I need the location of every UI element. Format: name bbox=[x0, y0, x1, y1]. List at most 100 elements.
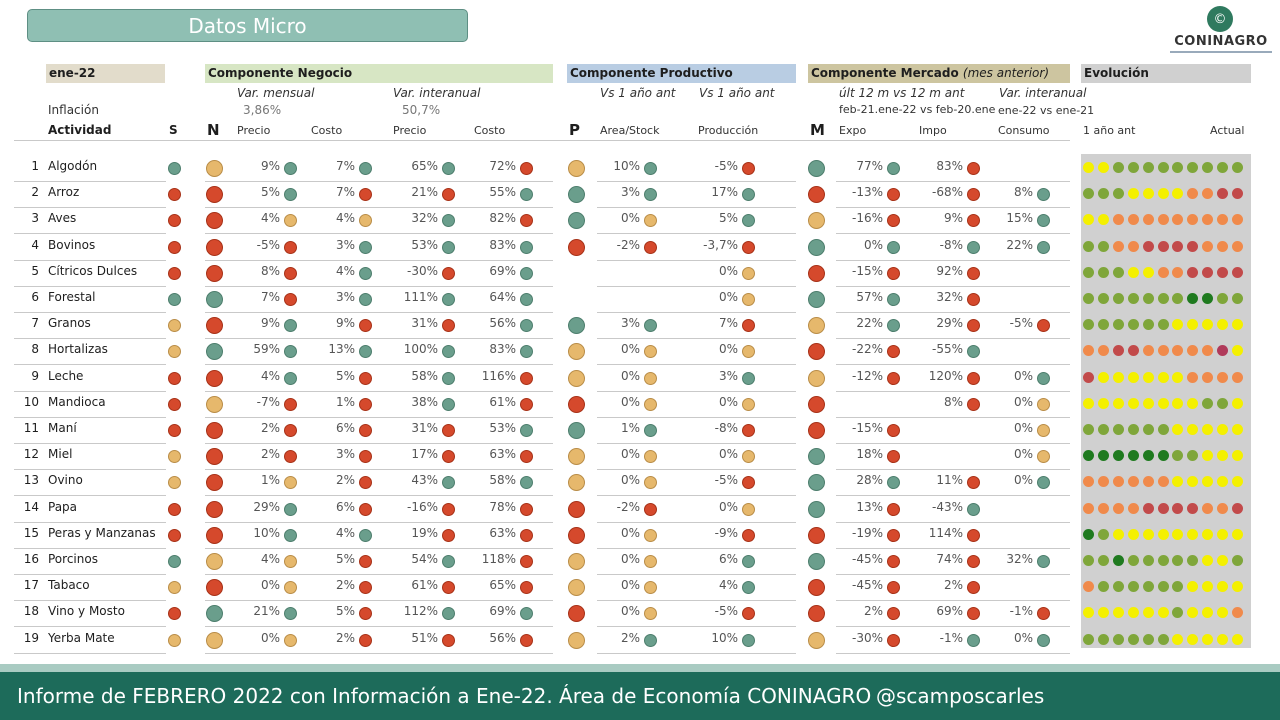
s-indicator bbox=[168, 318, 181, 332]
row-divider bbox=[205, 469, 553, 470]
p-indicator bbox=[568, 395, 585, 413]
negocio-value-indicator bbox=[284, 240, 297, 254]
negocio-value-indicator bbox=[442, 292, 455, 306]
row-number: 1 bbox=[31, 159, 39, 173]
evolucion-dot bbox=[1127, 293, 1139, 304]
productivo-value: 0% bbox=[620, 342, 640, 356]
evolucion-dot bbox=[1232, 162, 1243, 173]
evolucion-dot bbox=[1083, 345, 1094, 356]
row-number: 17 bbox=[23, 578, 39, 592]
row-divider bbox=[14, 548, 166, 549]
s-indicator bbox=[168, 397, 181, 411]
row-divider bbox=[14, 207, 166, 208]
productivo-value: 0% bbox=[620, 447, 640, 461]
evolucion-dot bbox=[1202, 372, 1214, 383]
evolucion-dot bbox=[1083, 293, 1094, 304]
negocio-value-indicator bbox=[520, 580, 533, 594]
evolucion-dot bbox=[1172, 476, 1184, 487]
row-divider bbox=[14, 233, 166, 234]
evolucion-dot bbox=[1097, 424, 1109, 435]
row-divider bbox=[205, 653, 553, 654]
productivo-value-indicator bbox=[644, 580, 657, 594]
row-divider bbox=[205, 364, 553, 365]
evolucion-dot bbox=[1157, 267, 1169, 278]
row-number: 14 bbox=[23, 500, 39, 514]
mercado-value: 8% bbox=[1013, 185, 1033, 199]
evolucion-dot bbox=[1142, 450, 1154, 461]
productivo-value-indicator bbox=[742, 633, 755, 647]
mercado-value-indicator bbox=[967, 397, 980, 411]
mercado-value-indicator bbox=[887, 344, 900, 358]
evolucion-dot bbox=[1112, 372, 1124, 383]
evolucion-dot bbox=[1172, 319, 1184, 330]
negocio-value-indicator bbox=[442, 266, 455, 280]
col-precio: Precio bbox=[237, 124, 271, 137]
col-expo: Expo bbox=[839, 124, 867, 137]
negocio-value: 83% bbox=[489, 238, 516, 252]
row-divider bbox=[836, 495, 1070, 496]
mercado-value-indicator bbox=[967, 371, 980, 385]
row-divider bbox=[597, 233, 796, 234]
row-number: 12 bbox=[23, 447, 39, 461]
mercado-value-indicator bbox=[967, 606, 980, 620]
negocio-value: 58% bbox=[411, 369, 438, 383]
evolucion-dot bbox=[1217, 607, 1229, 618]
col-consumo: Consumo bbox=[998, 124, 1050, 137]
evolucion-dot bbox=[1112, 476, 1124, 487]
negocio-value-indicator bbox=[359, 606, 372, 620]
evolucion-dot bbox=[1142, 503, 1154, 514]
evolucion-dot bbox=[1172, 581, 1184, 592]
evolucion-dot bbox=[1083, 634, 1094, 645]
evolucion-dot bbox=[1232, 293, 1243, 304]
sub-var-mensual: Var. mensual bbox=[237, 86, 315, 100]
activity-name: Miel bbox=[48, 447, 73, 461]
evolucion-dot bbox=[1083, 319, 1094, 330]
evolucion-dot bbox=[1157, 214, 1169, 225]
negocio-value-indicator bbox=[284, 580, 297, 594]
n-indicator bbox=[206, 211, 223, 229]
negocio-value: 21% bbox=[411, 185, 438, 199]
productivo-value: -9% bbox=[714, 526, 738, 540]
sub-var-interanual-m: Var. interanual bbox=[999, 86, 1087, 100]
row-divider bbox=[836, 233, 1070, 234]
evolucion-dot bbox=[1097, 293, 1109, 304]
row-number: 11 bbox=[23, 421, 39, 435]
s-indicator bbox=[168, 213, 181, 227]
evolucion-dot bbox=[1187, 241, 1199, 252]
mercado-value: -19% bbox=[851, 526, 883, 540]
activity-name: Peras y Manzanas bbox=[48, 526, 156, 540]
negocio-value: 63% bbox=[489, 447, 516, 461]
row-divider bbox=[205, 338, 553, 339]
productivo-value: 0% bbox=[718, 342, 738, 356]
mercado-value-indicator bbox=[887, 528, 900, 542]
evolucion-dot bbox=[1112, 503, 1124, 514]
productivo-value: 0% bbox=[620, 578, 640, 592]
evolucion-dot bbox=[1187, 529, 1199, 540]
evolucion-dot bbox=[1127, 319, 1139, 330]
row-divider bbox=[14, 338, 166, 339]
evolucion-dot bbox=[1157, 345, 1169, 356]
mercado-value: 15% bbox=[1006, 211, 1033, 225]
productivo-value-indicator bbox=[742, 423, 755, 437]
evolucion-dot bbox=[1083, 555, 1094, 566]
evolucion-dot bbox=[1127, 214, 1139, 225]
row-divider bbox=[14, 181, 166, 182]
row-divider bbox=[205, 391, 553, 392]
activity-name: Maní bbox=[48, 421, 77, 435]
productivo-value-indicator bbox=[742, 213, 755, 227]
mercado-value-indicator bbox=[1037, 318, 1050, 332]
evolucion-dot bbox=[1097, 476, 1109, 487]
row-divider bbox=[205, 207, 553, 208]
negocio-value-indicator bbox=[520, 213, 533, 227]
productivo-value-indicator bbox=[644, 475, 657, 489]
productivo-value-indicator bbox=[644, 423, 657, 437]
productivo-value: -8% bbox=[714, 421, 738, 435]
m-indicator bbox=[808, 631, 825, 649]
negocio-value: 61% bbox=[489, 395, 516, 409]
productivo-value: -2% bbox=[616, 500, 640, 514]
productivo-value: 0% bbox=[718, 290, 738, 304]
negocio-value: 4% bbox=[260, 552, 280, 566]
negocio-value: 0% bbox=[260, 631, 280, 645]
n-indicator bbox=[206, 369, 223, 387]
negocio-value: 3% bbox=[335, 238, 355, 252]
